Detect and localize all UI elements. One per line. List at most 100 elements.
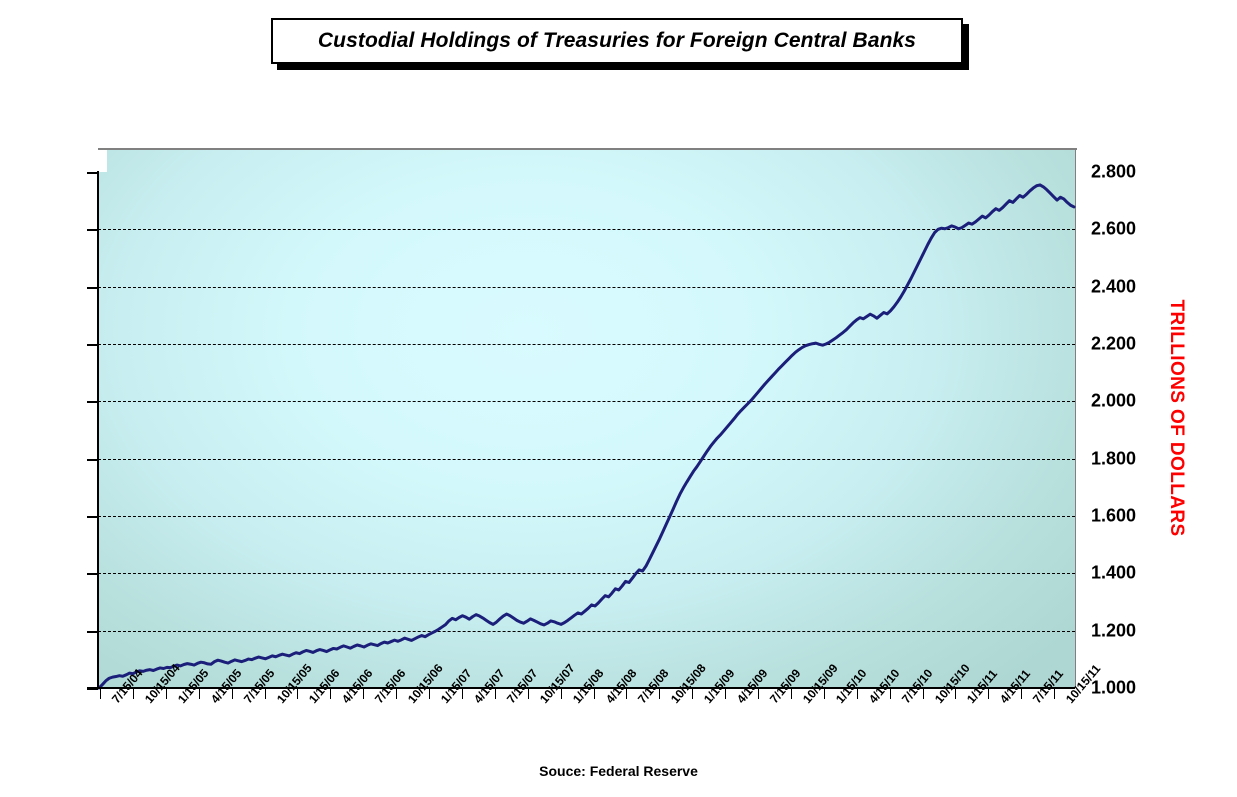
- x-tick-mark: [132, 689, 134, 699]
- y-axis-tick-label: 2.200: [1091, 333, 1137, 354]
- x-tick-mark: [626, 689, 628, 699]
- x-axis-line: [87, 687, 1075, 689]
- y-axis-tick-label: 1.200: [1091, 620, 1137, 641]
- y-tick-mark: [87, 573, 98, 576]
- x-axis-tick-label: 7/15/07: [504, 666, 540, 706]
- x-tick-mark: [790, 689, 792, 699]
- x-tick-mark: [1021, 689, 1023, 699]
- y-tick-mark: [87, 458, 98, 461]
- y-axis-tick-label: 2.000: [1091, 390, 1137, 411]
- gridline: [98, 344, 1075, 345]
- x-tick-mark: [922, 689, 924, 699]
- x-tick-mark: [363, 689, 365, 699]
- gridline: [98, 286, 1075, 288]
- x-axis-tick-label: 1/15/11: [964, 667, 1000, 706]
- y-tick-mark: [87, 516, 98, 518]
- x-tick-mark: [659, 689, 661, 699]
- x-tick-mark: [856, 689, 858, 699]
- y-tick-mark: [87, 229, 98, 232]
- series-polyline: [97, 183, 1076, 690]
- x-tick-mark: [100, 689, 101, 699]
- x-axis-tick-label: 4/15/08: [603, 666, 639, 706]
- x-tick-mark: [297, 689, 299, 699]
- x-axis-tick-label: 10/15/09: [800, 661, 841, 706]
- plot-background: [98, 150, 1075, 688]
- x-tick-mark: [823, 689, 825, 699]
- gridline: [98, 229, 1075, 231]
- x-axis-tick-label: 7/15/08: [635, 666, 671, 706]
- y-tick-mark: [87, 401, 98, 404]
- source-note: Souce: Federal Reserve: [539, 763, 698, 779]
- x-axis-tick-label: 7/15/09: [767, 666, 803, 706]
- y-axis-tick-label: 1.400: [1091, 562, 1137, 583]
- y-axis-tick-label: 2.800: [1091, 161, 1137, 182]
- gridline: [98, 458, 1075, 460]
- x-tick-mark: [889, 689, 891, 699]
- x-tick-mark: [955, 689, 957, 699]
- y-tick-mark: [87, 286, 98, 289]
- x-axis-tick-label: 7/15/10: [899, 666, 935, 706]
- x-axis-tick-label: 1/15/06: [306, 666, 342, 706]
- x-axis-tick-label: 10/15/07: [537, 661, 578, 706]
- plot-corner-notch: [98, 150, 107, 172]
- y-tick-mark: [87, 172, 98, 174]
- x-tick-mark: [988, 689, 990, 699]
- x-tick-mark: [231, 689, 233, 699]
- x-tick-mark: [198, 689, 200, 699]
- x-axis-tick-label: 1/15/05: [175, 666, 211, 706]
- x-axis-tick-label: 1/15/10: [833, 666, 869, 706]
- x-axis-tick-label: 4/15/11: [997, 667, 1033, 706]
- x-axis-tick-label: 1/15/09: [701, 666, 737, 706]
- gridline: [98, 630, 1075, 632]
- x-axis-tick-label: 4/15/05: [208, 666, 244, 706]
- y-axis-tick-label: 1.600: [1091, 505, 1137, 526]
- y-tick-mark: [87, 344, 98, 346]
- x-axis-tick-label: 1/15/07: [438, 666, 474, 706]
- x-axis-tick-label: 7/15/05: [241, 666, 277, 706]
- y-axis-tick-label: 2.600: [1091, 218, 1137, 239]
- y-axis-tick-label: 2.400: [1091, 276, 1137, 297]
- gridline: [98, 401, 1075, 403]
- x-tick-mark: [758, 689, 759, 699]
- gridline: [98, 573, 1075, 575]
- y-tick-mark: [87, 688, 98, 690]
- x-axis-tick-label: 7/15/06: [372, 666, 408, 706]
- y-axis-tick-label: 1.000: [1091, 677, 1137, 698]
- page-title: Custodial Holdings of Treasuries for For…: [317, 29, 917, 52]
- x-tick-mark: [429, 689, 430, 699]
- x-axis-tick-label: 10/15/06: [405, 661, 446, 706]
- y-axis-title: TRILLIONS OF DOLLARS: [1166, 299, 1187, 537]
- x-tick-mark: [527, 689, 529, 699]
- x-axis-tick-label: 4/15/09: [734, 666, 770, 706]
- plot-right-border: [1074, 148, 1076, 688]
- chart-title-box: Custodial Holdings of Treasuries for For…: [271, 18, 963, 64]
- x-axis-tick-label: 4/15/10: [866, 666, 902, 706]
- y-axis-line: [97, 171, 99, 689]
- x-axis-tick-label: 10/15/08: [668, 661, 709, 706]
- plot-top-border: [98, 148, 1077, 150]
- x-tick-mark: [330, 689, 332, 699]
- gridline: [98, 516, 1075, 517]
- x-axis-tick-label: 7/15/04: [109, 666, 145, 706]
- x-axis-tick-label: 10/15/04: [142, 661, 183, 706]
- x-tick-mark: [692, 689, 694, 699]
- x-tick-mark: [593, 689, 595, 699]
- x-tick-mark: [396, 689, 398, 699]
- y-tick-mark: [87, 630, 98, 633]
- x-axis-tick-label: 1/15/08: [570, 666, 606, 706]
- x-axis-tick-label: 10/15/05: [274, 661, 315, 706]
- x-tick-mark: [461, 689, 463, 699]
- x-tick-mark: [725, 689, 727, 699]
- x-axis-tick-label: 4/15/06: [339, 666, 375, 706]
- x-tick-mark: [264, 689, 266, 699]
- x-axis-tick-label: 10/15/11: [1063, 661, 1104, 706]
- x-axis-tick-label: 7/15/11: [1030, 667, 1066, 706]
- x-tick-mark: [165, 689, 167, 699]
- series-line-chart: [97, 183, 1076, 690]
- x-tick-mark: [494, 689, 496, 699]
- x-axis-tick-label: 10/15/10: [932, 661, 973, 706]
- plot-area: [97, 150, 1076, 690]
- x-tick-mark: [1054, 689, 1056, 699]
- y-axis-tick-label: 1.800: [1091, 448, 1137, 469]
- x-tick-mark: [560, 689, 562, 699]
